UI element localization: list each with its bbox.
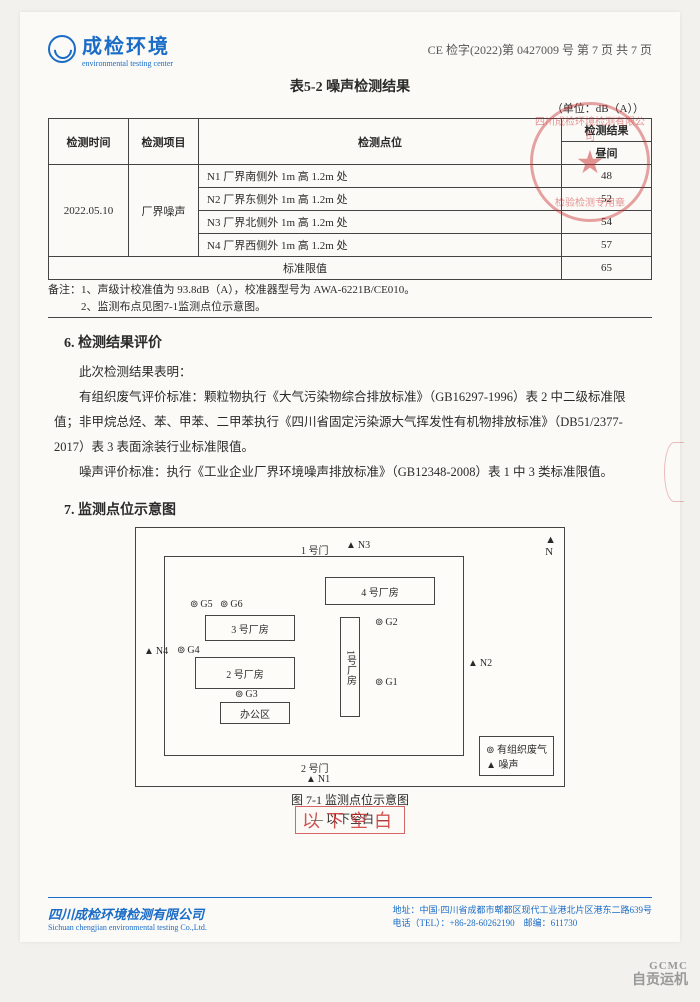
g6-marker: G6: [220, 599, 243, 610]
th-item: 检测项目: [129, 119, 199, 165]
th-time: 检测时间: [49, 119, 129, 165]
logo-en: environmental testing center: [82, 59, 173, 68]
cell-limit-val: 65: [562, 257, 652, 280]
triangle-icon: ▲: [486, 760, 498, 771]
cell-point: N4 厂界西侧外 1m 高 1.2m 处: [199, 234, 562, 257]
table-notes: 备注：1、声级计校准值为 93.8dB（A），校准器型号为 AWA-6221B/…: [48, 282, 652, 318]
cell-val: 54: [562, 211, 652, 234]
north-icon: N: [545, 534, 556, 558]
cell-point: N2 厂界东侧外 1m 高 1.2m 处: [199, 188, 562, 211]
footer-company-en: Sichuan chengjian environmental testing …: [48, 923, 207, 932]
g5-marker: G5: [190, 599, 213, 610]
section6-title: 6. 检测结果评价: [64, 332, 652, 352]
g3-marker: G3: [235, 689, 258, 700]
cell-val: 48: [562, 165, 652, 188]
g2-marker: G2: [375, 617, 398, 628]
cell-point: N1 厂界南侧外 1m 高 1.2m 处: [199, 165, 562, 188]
building3: 3 号厂房: [205, 615, 295, 641]
footer-tel: 电话（TEL）：+86-28-60262190 邮编：611730: [393, 917, 653, 930]
footer-company: 四川成检环境检测有限公司 Sichuan chengjian environme…: [48, 904, 207, 932]
edge-seal-icon: [664, 442, 684, 502]
section7-title: 7. 监测点位示意图: [64, 499, 652, 519]
cell-point: N3 厂界北侧外 1m 高 1.2m 处: [199, 211, 562, 234]
diagram-legend: ⊚ 有组织废气 ▲ 噪声: [479, 736, 554, 776]
n4-marker: N4: [144, 646, 168, 657]
cell-date: 2022.05.10: [49, 165, 129, 257]
document-number: CE 检字(2022)第 0427009 号 第 7 页 共 7 页: [428, 41, 652, 58]
cell-item: 厂界噪声: [129, 165, 199, 257]
table-unit: （单位：dB（A））: [48, 100, 652, 116]
logo: 成检环境 environmental testing center: [48, 30, 173, 68]
section6-p3: 噪声评价标准：执行《工业企业厂界环境噪声排放标准》（GB12348-2008）表…: [48, 460, 652, 485]
page-footer: 四川成检环境检测有限公司 Sichuan chengjian environme…: [48, 897, 652, 932]
office: 办公区: [220, 702, 290, 724]
blank-stamp: 以下空白: [295, 806, 405, 834]
th-day: 昼间: [562, 142, 652, 165]
g1-marker: G1: [375, 677, 398, 688]
watermark-l1: GCMC: [632, 960, 688, 973]
watermark: GCMC 自贡运机: [632, 960, 688, 990]
logo-cn: 成检环境: [82, 36, 170, 58]
legend-exhaust: 有组织废气: [497, 745, 547, 756]
note-line: 2、监测布点见图7-1监测点位示意图。: [48, 299, 652, 319]
n3-marker: N3: [346, 540, 370, 551]
building4: 4 号厂房: [325, 577, 435, 605]
cell-val: 52: [562, 188, 652, 211]
footer-addr: 地址：中国·四川省成都市郫都区现代工业港北片区港东二路639号: [393, 904, 653, 917]
th-point: 检测点位: [199, 119, 562, 165]
circle-icon: ⊚: [486, 745, 497, 756]
note-line: 备注：1、声级计校准值为 93.8dB（A），校准器型号为 AWA-6221B/…: [48, 282, 652, 299]
n1-marker: N1: [306, 774, 330, 785]
footer-address-block: 地址：中国·四川省成都市郫都区现代工业港北片区港东二路639号 电话（TEL）：…: [393, 904, 653, 929]
legend-noise: 噪声: [499, 760, 519, 771]
site-diagram: N 1 号门 N3 4 号厂房 3 号厂房 2 号厂房 1号厂房 办公区 G5 …: [135, 527, 565, 787]
gate1-label: 1 号门: [301, 542, 329, 557]
factory-boundary: 4 号厂房 3 号厂房 2 号厂房 1号厂房 办公区 G5 G6 G4 G3 G…: [164, 556, 464, 756]
section6-p2: 有组织废气评价标准：颗粒物执行《大气污染物综合排放标准》（GB16297-199…: [48, 385, 652, 460]
g4-marker: G4: [177, 645, 200, 656]
building1: 1号厂房: [340, 617, 360, 717]
report-page: 成检环境 environmental testing center CE 检字(…: [20, 12, 680, 942]
footer-company-cn: 四川成检环境检测有限公司: [48, 904, 207, 923]
noise-result-table: 检测时间 检测项目 检测点位 检测结果 昼间 2022.05.10 厂界噪声 N…: [48, 118, 652, 280]
building2: 2 号厂房: [195, 657, 295, 689]
logo-icon: [48, 35, 76, 63]
watermark-l2: 自贡运机: [632, 973, 688, 990]
n2-marker: N2: [468, 658, 492, 669]
gate2-label: 2 号门: [301, 760, 329, 775]
cell-limit-label: 标准限值: [49, 257, 562, 280]
th-result: 检测结果: [562, 119, 652, 142]
table-title: 表5-2 噪声检测结果: [48, 76, 652, 96]
page-header: 成检环境 environmental testing center CE 检字(…: [48, 30, 652, 68]
section6-p1: 此次检测结果表明：: [48, 360, 652, 385]
cell-val: 57: [562, 234, 652, 257]
